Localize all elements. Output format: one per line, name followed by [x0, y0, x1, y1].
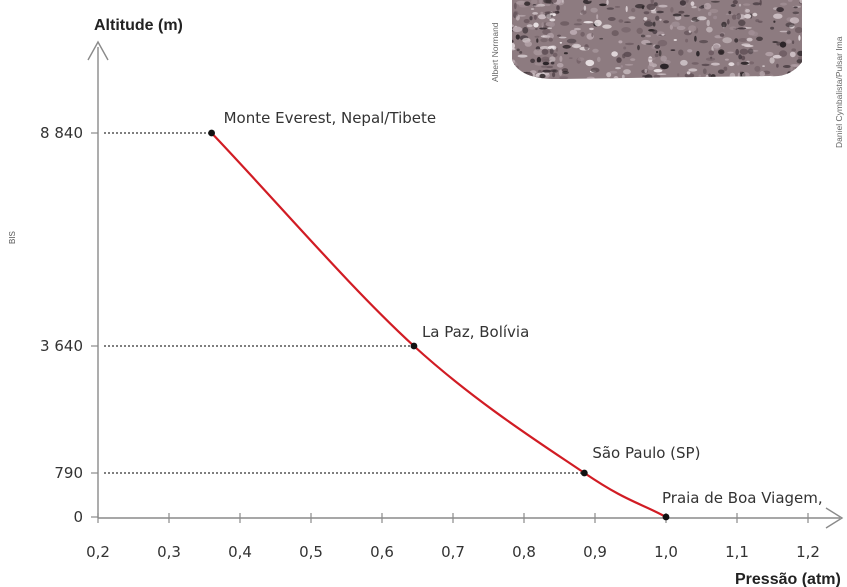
x-tick-label: 0,3	[157, 543, 181, 561]
photo-credit-left: Albert Normand	[490, 22, 500, 82]
data-point	[580, 469, 588, 477]
photo-credit-right: Daniel Cymbalista/Pulsar Ima	[834, 36, 844, 148]
y-tick-label: 3 640	[40, 337, 83, 355]
side-code: BIS	[8, 231, 17, 244]
data-point	[662, 513, 670, 521]
x-tick-label: 1,1	[725, 543, 749, 561]
data-point	[410, 342, 418, 350]
y-axis-arrow	[87, 40, 109, 61]
photo-fragment	[512, 0, 802, 80]
y-tick-label: 0	[73, 508, 83, 526]
x-tick-label: 1,0	[654, 543, 678, 561]
x-ticks: 0,2 0,3 0,4 0,5 0,6 0,7 0,8 0,9 1,0 1,1 1,2	[86, 513, 820, 561]
x-tick-label: 0,7	[441, 543, 465, 561]
x-tick-label: 0,4	[228, 543, 252, 561]
y-axis-title: Altitude (m)	[94, 17, 183, 34]
point-label: Monte Everest, Nepal/Tibete	[224, 109, 437, 127]
x-tick-label: 0,8	[512, 543, 536, 561]
x-tick-label: 0,9	[583, 543, 607, 561]
point-label: Praia de Boa Viagem,	[662, 489, 823, 507]
x-tick-label: 0,6	[370, 543, 394, 561]
data-point	[208, 129, 216, 137]
y-tick-label: 8 840	[40, 124, 83, 142]
guide-lines	[104, 132, 585, 474]
pressure-altitude-curve	[210, 132, 667, 518]
point-label: São Paulo (SP)	[592, 444, 700, 462]
x-tick-label: 0,5	[299, 543, 323, 561]
point-label: La Paz, Bolívia	[422, 323, 529, 341]
y-tick-label: 790	[54, 464, 83, 482]
x-tick-label: 0,2	[86, 543, 110, 561]
x-tick-label: 1,2	[796, 543, 820, 561]
y-ticks: 8 840 3 640 790 0	[40, 124, 98, 526]
x-axis-title: Pressão (atm)	[735, 571, 841, 587]
data-points: Monte Everest, Nepal/Tibete La Paz, Bolív…	[208, 109, 823, 521]
x-axis-arrow	[825, 507, 844, 529]
